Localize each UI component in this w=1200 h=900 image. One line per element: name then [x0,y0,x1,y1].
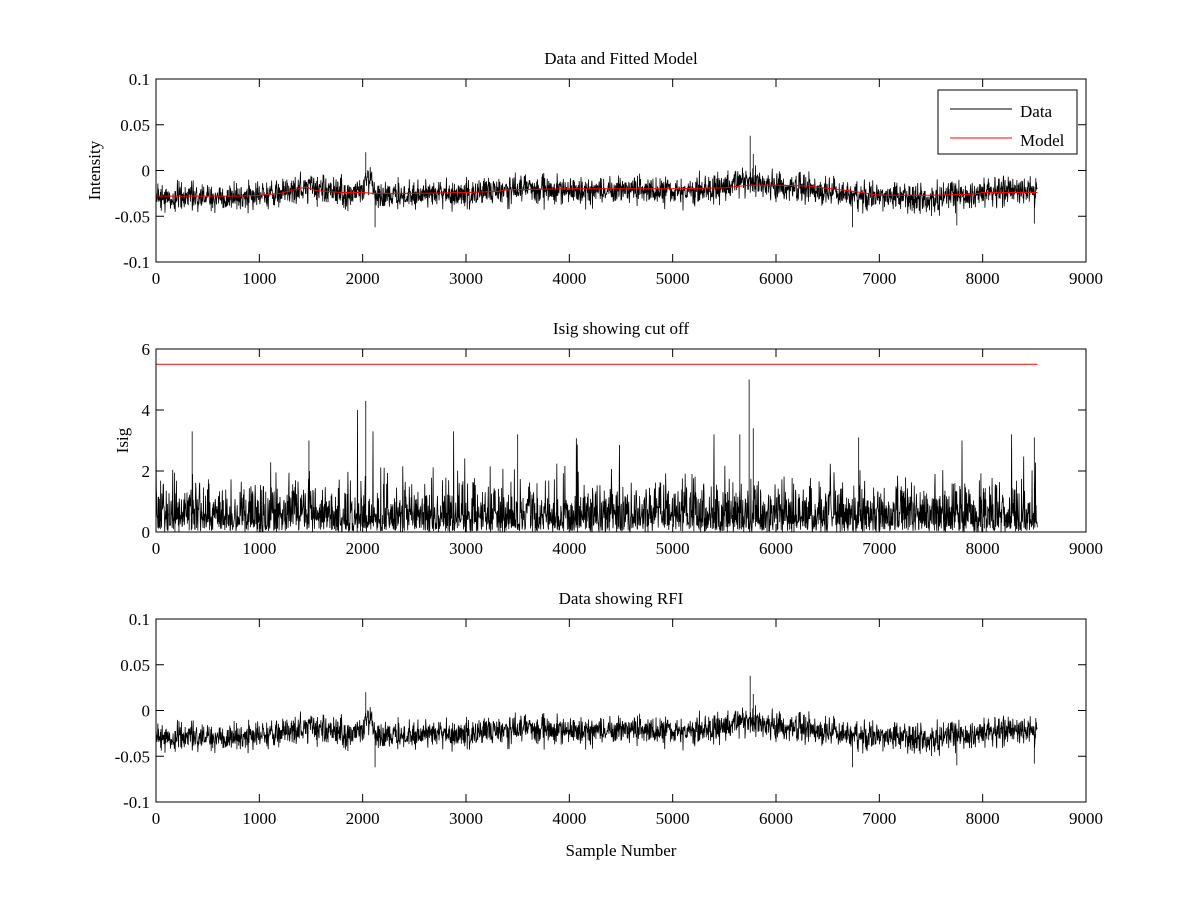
x-tick-label: 8000 [966,809,1000,828]
y-tick-label: 6 [142,340,151,359]
y-tick-label: -0.1 [123,793,150,812]
series-line-model [156,184,1038,197]
y-tick-label: -0.05 [115,207,150,226]
series-line-data [156,379,1038,532]
x-axis-label: Sample Number [566,841,677,860]
y-tick-label: 2 [142,462,151,481]
series-line-data [156,675,1038,768]
x-tick-label: 2000 [346,539,380,558]
legend-label-data: Data [1020,102,1053,121]
x-tick-label: 7000 [862,809,896,828]
x-tick-label: 0 [152,269,161,288]
series-line-data [156,135,1038,228]
y-tick-label: 4 [142,401,151,420]
y-tick-label: -0.05 [115,747,150,766]
y-tick-label: 0.1 [129,70,150,89]
x-tick-label: 6000 [759,539,793,558]
x-tick-label: 6000 [759,809,793,828]
x-tick-label: 5000 [656,539,690,558]
x-tick-label: 4000 [552,809,586,828]
x-tick-label: 0 [152,809,161,828]
legend: Data Model [937,89,1078,155]
chart-title: Data and Fitted Model [544,49,698,68]
x-tick-label: 1000 [242,809,276,828]
x-tick-label: 1000 [242,539,276,558]
x-tick-label: 8000 [966,269,1000,288]
x-tick-label: 3000 [449,269,483,288]
y-tick-label: -0.1 [123,253,150,272]
x-tick-label: 5000 [656,809,690,828]
legend-label-model: Model [1020,131,1065,150]
x-tick-label: 9000 [1069,809,1103,828]
x-tick-label: 6000 [759,269,793,288]
panel-1: 0 1000 2000 3000 4000 5000 6000 7000 8000 9000 -0.… [85,49,1103,288]
y-tick-label: 0.05 [120,656,150,675]
x-tick-label: 9000 [1069,269,1103,288]
x-tick-label: 2000 [346,269,380,288]
x-tick-label: 9000 [1069,539,1103,558]
y-tick-label: 0 [142,523,151,542]
y-tick-label: 0 [142,162,151,181]
series-group [156,363,1038,532]
chart-title: Data showing RFI [559,589,684,608]
panel-2: 0 1000 2000 3000 4000 5000 6000 7000 8000 9000 0 2 4… [113,319,1103,558]
x-tick-label: 4000 [552,539,586,558]
x-tick-label: 1000 [242,269,276,288]
x-tick-label: 3000 [449,809,483,828]
panel-3: 0 1000 2000 3000 4000 5000 6000 7000 8000 9000 -0.… [115,589,1103,860]
y-tick-label: 0 [142,702,151,721]
chart-title: Isig showing cut off [553,319,689,338]
x-tick-label: 5000 [656,269,690,288]
y-axis-label: Intensity [85,140,104,200]
x-tick-label: 7000 [862,539,896,558]
x-tick-label: 8000 [966,539,1000,558]
x-tick-label: 4000 [552,269,586,288]
y-tick-label: 0.05 [120,116,150,135]
series-group [156,675,1038,768]
x-tick-label: 0 [152,539,161,558]
x-tick-label: 2000 [346,809,380,828]
y-axis-label: Isig [113,427,132,453]
x-tick-label: 7000 [862,269,896,288]
x-tick-label: 3000 [449,539,483,558]
series-group [156,135,1038,228]
y-tick-label: 0.1 [129,610,150,629]
legend-box [937,89,1078,155]
axes-box [155,348,1087,533]
